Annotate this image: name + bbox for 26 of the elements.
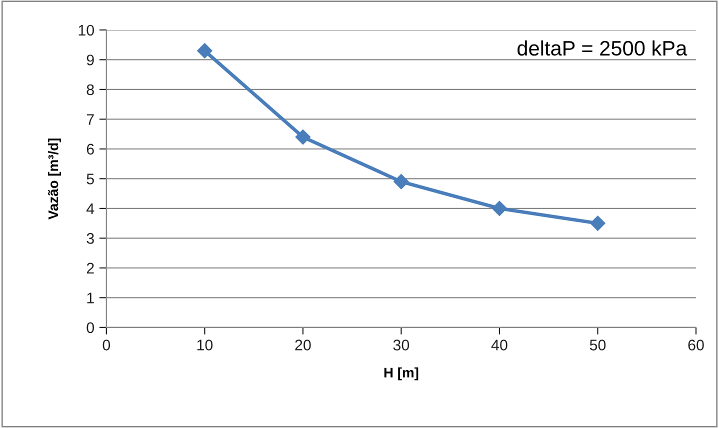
- x-tick-label: 10: [197, 340, 213, 350]
- point: [295, 129, 311, 145]
- point: [197, 43, 212, 58]
- y-tick-label: 6: [86, 144, 94, 155]
- y-tick-label: 2: [86, 262, 94, 274]
- y-tick-label: 1: [87, 292, 94, 304]
- x-axis-title: H [m]: [384, 367, 418, 380]
- y-tick-label: 0: [86, 322, 94, 334]
- x-tick-label: 30: [393, 340, 410, 350]
- x-tick-label: 40: [491, 340, 508, 350]
- point: [590, 216, 606, 231]
- x-tick-label: 20: [295, 340, 311, 350]
- x-tick-label: 60: [688, 340, 704, 350]
- y-tick-label: 10: [78, 24, 94, 36]
- y-tick-label: 9: [86, 54, 94, 66]
- y-axis-title: Vazão [m³/d]: [48, 138, 61, 220]
- y-tick-label: 4: [86, 203, 94, 214]
- x-tick-label: 50: [590, 340, 606, 350]
- y-tick-label: 5: [86, 174, 94, 184]
- x-tick-label: 0: [102, 340, 110, 350]
- point: [492, 200, 508, 216]
- y-tick-label: 7: [86, 114, 94, 125]
- y-tick-label: 3: [86, 233, 94, 244]
- y-tick-label: 8: [86, 84, 94, 96]
- annotation: deltaP = 2500 kPa: [518, 40, 688, 56]
- point: [394, 174, 409, 190]
